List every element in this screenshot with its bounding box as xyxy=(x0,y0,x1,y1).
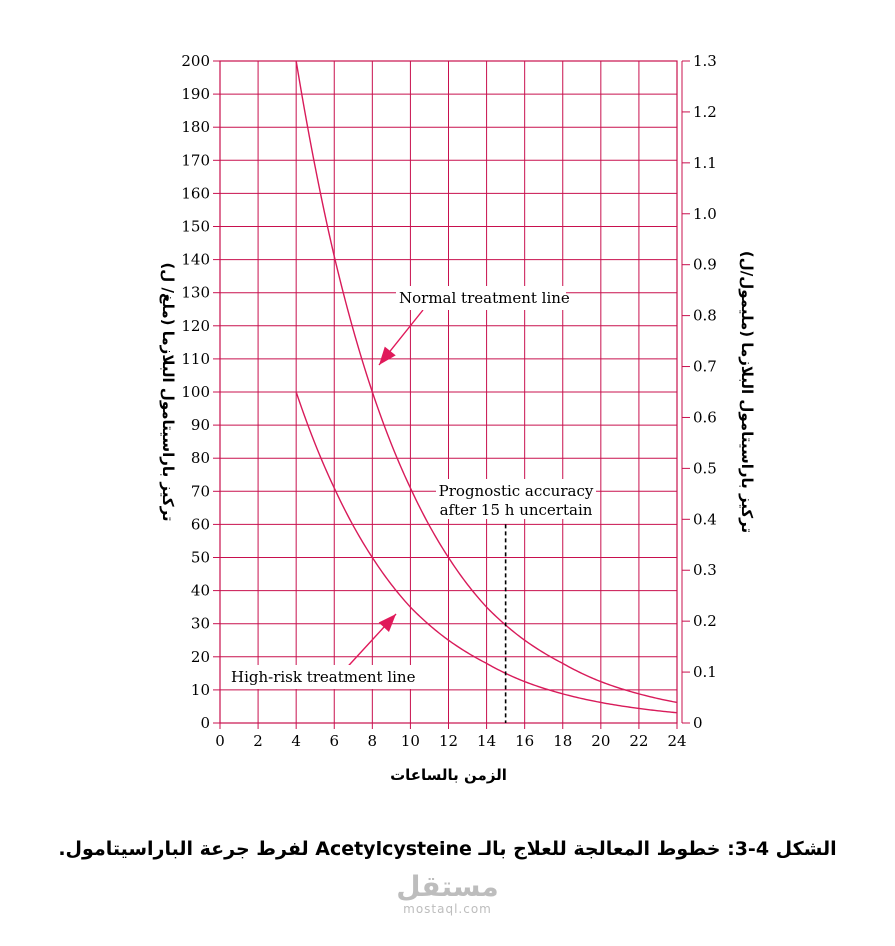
y-left-tick-label: 180 xyxy=(181,118,210,136)
high-risk-treatment-curve xyxy=(295,391,678,714)
y-left-axis-label: تركيز باراسيتامول البلازما (ملغ/ ل) xyxy=(159,262,177,521)
watermark-main: مستقل xyxy=(396,870,499,903)
x-tick-label: 6 xyxy=(329,732,339,750)
y-right-tick-label: 0 xyxy=(693,714,703,732)
y-left-tick-label: 100 xyxy=(181,383,210,401)
y-left-tick-label: 170 xyxy=(181,151,210,169)
x-tick-label: 20 xyxy=(591,732,610,750)
x-tick-label: 12 xyxy=(439,732,458,750)
x-tick-label: 24 xyxy=(667,732,686,750)
y-right-tick-label: 0.1 xyxy=(693,663,717,681)
y-left-tick-label: 150 xyxy=(181,218,210,236)
y-right-tick-label: 0.3 xyxy=(693,561,717,579)
x-axis-label: الزمن بالساعات xyxy=(390,766,507,784)
figure-caption: الشكل 4-3: خطوط المعالجة للعلاج بالـ Ace… xyxy=(58,838,837,860)
high-risk-line-arrow-head xyxy=(378,614,396,632)
y-left-tick-label: 110 xyxy=(181,350,210,368)
x-tick-label: 0 xyxy=(215,732,225,750)
chart-ticks: 0 2 4 6 8 10 12 14 16 18 20 22 240102030405060708090… xyxy=(159,52,756,784)
y-right-tick-label: 0.4 xyxy=(693,510,717,528)
high-risk-label-bg xyxy=(228,665,412,689)
y-left-tick-label: 90 xyxy=(191,416,210,434)
y-right-tick-label: 0.6 xyxy=(693,408,717,426)
y-left-tick-label: 50 xyxy=(191,549,210,567)
y-right-tick-label: 0.8 xyxy=(693,307,717,325)
y-right-tick-label: 1.0 xyxy=(693,205,717,223)
y-left-tick-label: 0 xyxy=(200,714,210,732)
y-left-tick-label: 160 xyxy=(181,184,210,202)
x-tick-label: 8 xyxy=(368,732,378,750)
y-right-tick-label: 0.7 xyxy=(693,358,717,376)
prognostic-label-bg xyxy=(436,479,596,519)
normal-line-arrow-head xyxy=(379,346,396,365)
treatment-nomogram-chart: 0 2 4 6 8 10 12 14 16 18 20 22 240102030405060708090… xyxy=(159,52,756,784)
y-left-tick-label: 70 xyxy=(191,482,210,500)
chart-grid xyxy=(219,60,678,724)
y-left-tick-label: 130 xyxy=(181,284,210,302)
y-left-tick-label: 80 xyxy=(191,449,210,467)
normal-treatment-label: Normal treatment line xyxy=(399,289,570,307)
y-left-tick-label: 30 xyxy=(191,615,210,633)
high-risk-treatment-label: High-risk treatment line xyxy=(231,668,416,686)
y-right-axis-label: تركيز باراسيتامول البلازما (مليمول/ل) xyxy=(738,251,756,533)
chart-annotations: Normal treatment line High-risk treatment… xyxy=(228,286,596,723)
watermark-sub: mostaql.com xyxy=(403,902,492,916)
y-left-tick-label: 190 xyxy=(181,85,210,103)
chart-curves xyxy=(295,60,678,714)
x-tick-label: 4 xyxy=(291,732,301,750)
x-tick-label: 10 xyxy=(401,732,420,750)
x-tick-label: 22 xyxy=(629,732,648,750)
y-left-tick-label: 60 xyxy=(191,515,210,533)
x-tick-label: 2 xyxy=(253,732,263,750)
normal-label-bg xyxy=(396,286,566,310)
y-right-tick-label: 0.2 xyxy=(693,612,717,630)
prognostic-label-line2: after 15 h uncertain xyxy=(440,501,593,519)
y-right-tick-label: 0.5 xyxy=(693,459,717,477)
x-tick-label: 16 xyxy=(515,732,534,750)
y-right-tick-label: 1.3 xyxy=(693,52,717,70)
normal-treatment-curve xyxy=(295,60,678,704)
prognostic-label-line1: Prognostic accuracy xyxy=(439,482,594,500)
y-left-tick-label: 10 xyxy=(191,681,210,699)
y-right-tick-label: 0.9 xyxy=(693,256,717,274)
y-right-tick-label: 1.2 xyxy=(693,103,717,121)
y-left-tick-label: 140 xyxy=(181,251,210,269)
y-left-tick-label: 200 xyxy=(181,52,210,70)
y-left-tick-label: 20 xyxy=(191,648,210,666)
watermark-logo: مستقل mostaql.com xyxy=(0,870,895,917)
x-tick-label: 18 xyxy=(553,732,572,750)
y-left-tick-label: 120 xyxy=(181,317,210,335)
y-left-tick-label: 40 xyxy=(191,582,210,600)
y-right-tick-label: 1.1 xyxy=(693,154,717,172)
x-tick-label: 14 xyxy=(477,732,496,750)
